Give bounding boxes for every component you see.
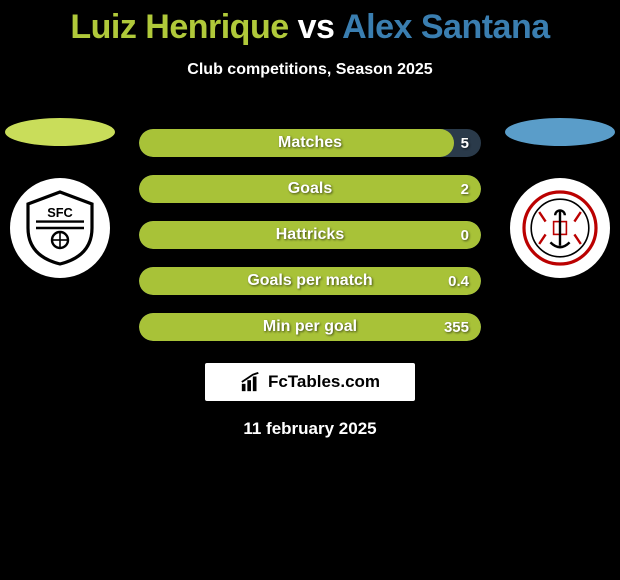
stat-label: Goals: [288, 180, 332, 198]
player2-name: Alex Santana: [342, 8, 550, 46]
stat-right-value: 2: [461, 181, 469, 198]
stats-list: Matches 5 Goals 2 Hattricks 0 Goals per …: [139, 129, 481, 341]
player1-side: SFC: [0, 118, 120, 278]
svg-text:SFC: SFC: [47, 205, 73, 220]
stat-row-goals-per-match: Goals per match 0.4: [139, 267, 481, 295]
stat-label: Hattricks: [276, 226, 344, 244]
player2-side: [500, 118, 620, 278]
branding-badge: FcTables.com: [205, 363, 415, 401]
stat-label: Goals per match: [247, 272, 372, 290]
stat-right-value: 355: [444, 319, 469, 336]
club-crest-right: [510, 178, 610, 278]
vs-label: vs: [298, 8, 335, 46]
stat-label: Min per goal: [263, 318, 357, 336]
shield-icon: SFC: [20, 188, 100, 268]
branding-text: FcTables.com: [268, 372, 380, 392]
club-crest-left: SFC: [10, 178, 110, 278]
stat-row-min-per-goal: Min per goal 355: [139, 313, 481, 341]
subtitle: Club competitions, Season 2025: [0, 61, 620, 79]
player2-ellipse: [505, 118, 615, 146]
stat-label: Matches: [278, 134, 342, 152]
date-label: 11 february 2025: [0, 419, 620, 439]
player1-name: Luiz Henrique: [70, 8, 288, 46]
stat-row-hattricks: Hattricks 0: [139, 221, 481, 249]
stat-row-matches: Matches 5: [139, 129, 481, 157]
stat-right-value: 0.4: [448, 273, 469, 290]
player1-ellipse: [5, 118, 115, 146]
stat-right-value: 5: [461, 135, 469, 152]
stat-row-goals: Goals 2: [139, 175, 481, 203]
anchor-crest-icon: [520, 188, 600, 268]
bar-chart-icon: [240, 371, 262, 393]
comparison-title: Luiz Henrique vs Alex Santana: [0, 0, 620, 47]
stat-right-value: 0: [461, 227, 469, 244]
